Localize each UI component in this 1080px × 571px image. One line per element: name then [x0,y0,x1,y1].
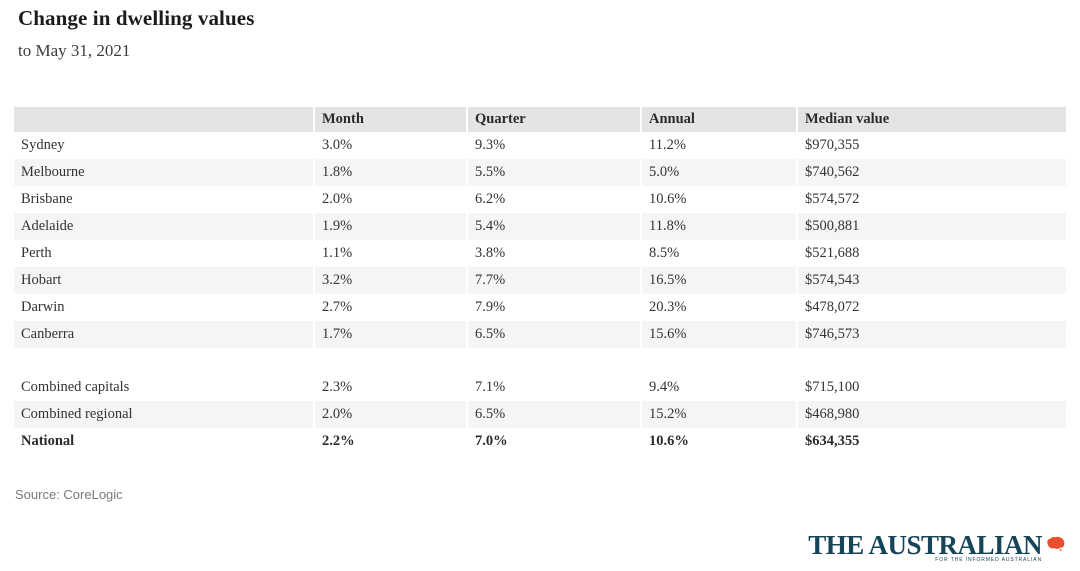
value-cell: $740,562 [796,159,1066,186]
value-cell: 16.5% [640,267,796,294]
column-header-median-value: Median value [796,107,1066,132]
spacer-row [14,348,1066,374]
column-header-region [14,107,313,132]
value-cell: $970,355 [796,132,1066,159]
table-row: Hobart 3.2% 7.7% 16.5% $574,543 [14,267,1066,294]
table-body: Sydney 3.0% 9.3% 11.2% $970,355 Melbourne 1.8%… [14,132,1066,455]
page-title: Change in dwelling values [18,6,255,30]
value-cell: $468,980 [796,401,1066,428]
value-cell: 15.6% [640,321,796,348]
value-cell: 6.5% [466,401,640,428]
row-label: Brisbane [14,186,313,213]
value-cell: 7.1% [466,374,640,401]
value-cell: $746,573 [796,321,1066,348]
row-label: Perth [14,240,313,267]
publisher-logo: THE AUSTRALIAN FOR THE INFORMED AUSTRALI… [808,532,1066,563]
value-cell: $574,572 [796,186,1066,213]
table-row: Sydney 3.0% 9.3% 11.2% $970,355 [14,132,1066,159]
value-cell: $521,688 [796,240,1066,267]
value-cell: 11.2% [640,132,796,159]
value-cell: 2.0% [313,186,466,213]
value-cell: $634,355 [796,428,1066,455]
value-cell: 5.0% [640,159,796,186]
row-label: National [14,428,313,455]
spacer-cell [14,348,1066,374]
table-row: Darwin 2.7% 7.9% 20.3% $478,072 [14,294,1066,321]
value-cell: 2.3% [313,374,466,401]
row-label: Adelaide [14,213,313,240]
value-cell: 1.8% [313,159,466,186]
table-row: Combined capitals 2.3% 7.1% 9.4% $715,100 [14,374,1066,401]
table-row: Melbourne 1.8% 5.5% 5.0% $740,562 [14,159,1066,186]
value-cell: 3.8% [466,240,640,267]
row-label: Combined capitals [14,374,313,401]
table-row: Adelaide 1.9% 5.4% 11.8% $500,881 [14,213,1066,240]
column-header-month: Month [313,107,466,132]
value-cell: $500,881 [796,213,1066,240]
column-header-annual: Annual [640,107,796,132]
value-cell: 3.2% [313,267,466,294]
value-cell: 7.0% [466,428,640,455]
value-cell: 20.3% [640,294,796,321]
source-note: Source: CoreLogic [15,487,123,502]
value-cell: 2.0% [313,401,466,428]
table-header: Month Quarter Annual Median value [14,107,1066,132]
value-cell: 8.5% [640,240,796,267]
row-label: Melbourne [14,159,313,186]
row-label: Sydney [14,132,313,159]
value-cell: 11.8% [640,213,796,240]
table-row: Combined regional 2.0% 6.5% 15.2% $468,980 [14,401,1066,428]
value-cell: 1.7% [313,321,466,348]
value-cell: 7.7% [466,267,640,294]
row-label: Canberra [14,321,313,348]
value-cell: 9.3% [466,132,640,159]
value-cell: 3.0% [313,132,466,159]
row-label: Hobart [14,267,313,294]
table-row: Perth 1.1% 3.8% 8.5% $521,688 [14,240,1066,267]
value-cell: 10.6% [640,186,796,213]
value-cell: $478,072 [796,294,1066,321]
publisher-tagline: FOR THE INFORMED AUSTRALIAN [935,557,1042,563]
column-header-quarter: Quarter [466,107,640,132]
value-cell: 1.9% [313,213,466,240]
australia-map-icon [1047,536,1065,551]
dwelling-values-table: Month Quarter Annual Median value Sydney 3.0… [14,107,1066,455]
value-cell: 5.5% [466,159,640,186]
table-header-row: Month Quarter Annual Median value [14,107,1066,132]
value-cell: $715,100 [796,374,1066,401]
value-cell: 6.5% [466,321,640,348]
publisher-masthead: THE AUSTRALIAN [808,530,1042,560]
value-cell: 2.2% [313,428,466,455]
row-label: Darwin [14,294,313,321]
table-row: Canberra 1.7% 6.5% 15.6% $746,573 [14,321,1066,348]
value-cell: 2.7% [313,294,466,321]
value-cell: 15.2% [640,401,796,428]
table-row: National 2.2% 7.0% 10.6% $634,355 [14,428,1066,455]
value-cell: 6.2% [466,186,640,213]
row-label: Combined regional [14,401,313,428]
value-cell: 1.1% [313,240,466,267]
value-cell: 5.4% [466,213,640,240]
value-cell: $574,543 [796,267,1066,294]
page-subtitle: to May 31, 2021 [18,41,131,60]
value-cell: 7.9% [466,294,640,321]
value-cell: 9.4% [640,374,796,401]
table-row: Brisbane 2.0% 6.2% 10.6% $574,572 [14,186,1066,213]
value-cell: 10.6% [640,428,796,455]
